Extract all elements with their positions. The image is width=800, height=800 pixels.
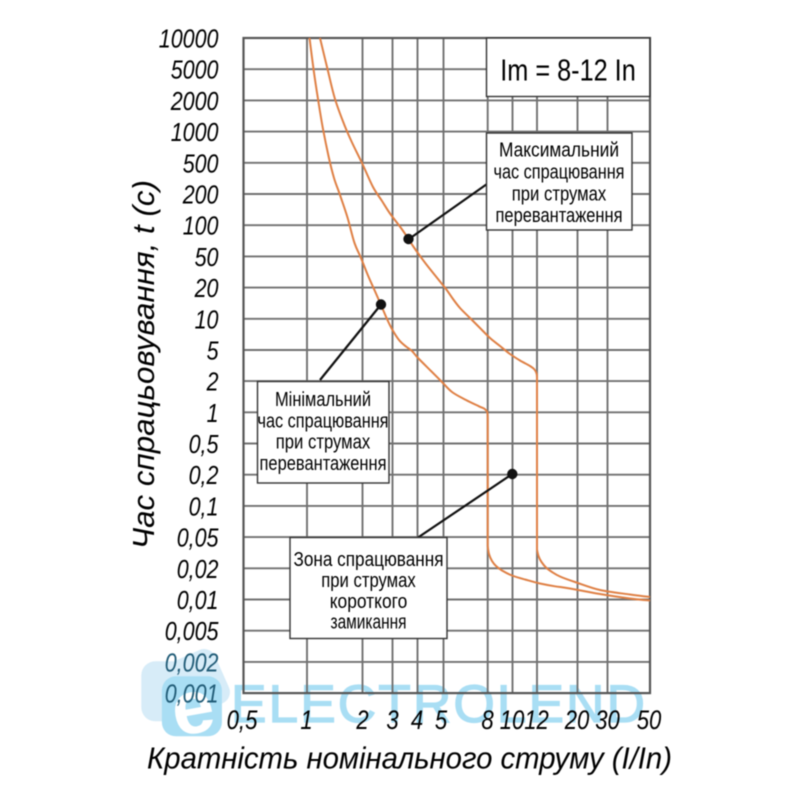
svg-text:0,001: 0,001 [165,679,219,709]
svg-text:при струмах: при струмах [276,431,371,454]
svg-text:Зона спрацювання: Зона спрацювання [294,548,444,571]
svg-text:0,002: 0,002 [165,647,219,677]
svg-text:перевантаження: перевантаження [496,204,623,227]
svg-text:Мінімальний: Мінімальний [275,388,371,411]
svg-text:5: 5 [207,335,219,365]
svg-text:при струмах: при струмах [512,183,607,206]
svg-text:20: 20 [194,273,219,303]
svg-text:20: 20 [564,705,589,735]
svg-text:50: 50 [637,705,662,735]
svg-text:при струмах: при струмах [321,569,416,592]
svg-text:5000: 5000 [171,55,219,85]
svg-text:замикання: замикання [331,611,407,634]
svg-text:0,05: 0,05 [177,523,219,553]
svg-text:3: 3 [386,705,398,735]
svg-text:ELECTROLEND: ELECTROLEND [231,675,647,734]
svg-text:1: 1 [207,398,219,428]
svg-text:500: 500 [183,148,219,178]
svg-text:Час спрацьовування, t (с): Час спрацьовування, t (с) [127,180,161,549]
svg-text:10: 10 [500,705,525,735]
svg-text:Максимальний: Максимальний [499,139,619,162]
svg-text:2: 2 [356,705,369,735]
svg-text:перевантаження: перевантаження [260,452,387,475]
svg-text:100: 100 [183,211,219,241]
svg-text:4: 4 [411,705,423,735]
svg-text:10: 10 [195,304,219,334]
svg-text:8: 8 [481,705,493,735]
svg-text:0,01: 0,01 [177,585,219,615]
svg-text:10000: 10000 [159,24,219,54]
svg-text:200: 200 [182,179,219,209]
svg-text:1: 1 [300,705,312,735]
svg-text:5: 5 [435,705,448,735]
svg-text:0,2: 0,2 [189,460,219,490]
svg-text:1000: 1000 [171,117,219,147]
svg-text:короткого: короткого [330,590,408,613]
svg-text:50: 50 [195,242,219,272]
svg-text:Im = 8-12 In: Im = 8-12 In [500,54,636,87]
svg-text:0,5: 0,5 [189,429,219,459]
svg-text:0,5: 0,5 [227,705,259,735]
svg-text:2000: 2000 [170,86,219,116]
svg-text:час спрацювання: час спрацювання [258,409,389,432]
svg-text:Кратність номінального струму: Кратність номінального струму (I/In) [147,741,672,776]
svg-text:12: 12 [524,705,549,735]
svg-text:0,1: 0,1 [189,491,219,521]
svg-text:час спрацювання: час спрацювання [494,161,625,184]
svg-text:0,005: 0,005 [165,616,219,646]
svg-text:30: 30 [595,705,620,735]
svg-text:2: 2 [206,367,219,397]
svg-text:0,02: 0,02 [177,554,219,584]
